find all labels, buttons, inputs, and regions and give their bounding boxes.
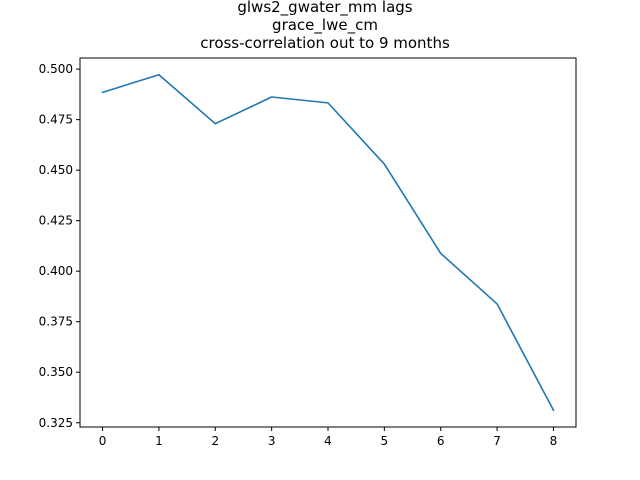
y-tick-label: 0.325 bbox=[39, 416, 73, 430]
plot-area: 0 1 2 3 4 5 6 7 8 0.325 0.350 0.375 0.400 0.425 0.450 0… bbox=[39, 57, 577, 448]
y-tick-label: 0.375 bbox=[39, 315, 73, 329]
x-tick-label: 1 bbox=[155, 434, 163, 448]
y-tick-label: 0.450 bbox=[39, 163, 73, 177]
y-tick-label: 0.425 bbox=[39, 214, 73, 228]
series-line bbox=[101, 73, 555, 412]
x-tick-label: 0 bbox=[99, 434, 107, 448]
chart-title-line-1: glws2_gwater_mm lags bbox=[237, 0, 412, 17]
x-tick-label: 7 bbox=[493, 434, 501, 448]
y-tick-label: 0.475 bbox=[39, 113, 73, 127]
chart-title-line-2: grace_lwe_cm bbox=[272, 16, 378, 35]
x-tick-label: 6 bbox=[437, 434, 445, 448]
y-tick-label: 0.350 bbox=[39, 365, 73, 379]
x-tick-label: 3 bbox=[268, 434, 276, 448]
chart-title-line-3: cross-correlation out to 9 months bbox=[200, 34, 450, 52]
y-tick-label: 0.500 bbox=[39, 62, 73, 76]
x-tick-label: 5 bbox=[381, 434, 389, 448]
y-tick-label: 0.400 bbox=[39, 264, 73, 278]
x-tick-label: 2 bbox=[211, 434, 219, 448]
x-tick-label: 4 bbox=[324, 434, 332, 448]
x-tick-label: 8 bbox=[550, 434, 558, 448]
axes-frame bbox=[79, 57, 577, 428]
